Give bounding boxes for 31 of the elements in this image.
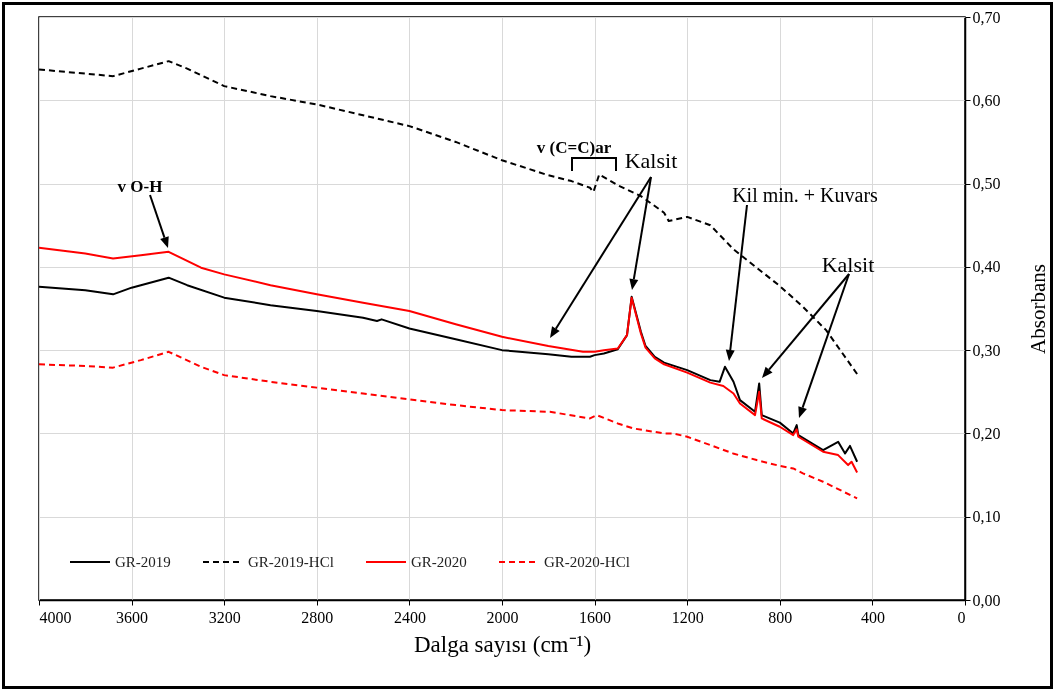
legend-label: GR-2020-HCl <box>544 554 630 570</box>
annotation: Kil min. + Kuvars <box>732 184 879 206</box>
x-tick-label: 3200 <box>208 608 241 626</box>
y-tick-label: 0,20 <box>972 424 1001 442</box>
y-tick-label: 0,40 <box>972 258 1001 276</box>
x-axis-title: Dalga sayısı (cm⁻¹) <box>413 631 592 657</box>
y-axis-title: Absorbans <box>1025 264 1050 354</box>
y-tick-label: 0,60 <box>972 91 1001 109</box>
legend-label: GR-2020 <box>411 554 467 570</box>
x-tick-label: 1600 <box>579 608 612 626</box>
x-tick-label: 400 <box>860 608 885 626</box>
annotation: Kalsit <box>821 252 875 277</box>
annotation: v (C=C)ar <box>536 138 612 157</box>
legend-label: GR-2019-HCl <box>248 554 334 570</box>
x-tick-label: 2800 <box>301 608 334 626</box>
y-tick-label: 0,30 <box>972 341 1001 359</box>
x-tick-label: 3600 <box>116 608 149 626</box>
x-tick-label: 0 <box>957 608 966 626</box>
line-series <box>38 350 859 500</box>
y-tick-label: 0,50 <box>972 175 1001 193</box>
y-tick-label: 0,00 <box>972 591 1001 609</box>
annotation: v O-H <box>117 177 163 196</box>
x-tick-label: 1200 <box>671 608 704 626</box>
x-tick-label: 4000 <box>39 608 72 626</box>
x-tick-label: 800 <box>768 608 793 626</box>
annotation: Kalsit <box>624 148 678 173</box>
legend-label: GR-2019 <box>115 554 171 570</box>
x-tick-label: 2400 <box>393 608 426 626</box>
x-tick-label: 2000 <box>486 608 519 626</box>
y-tick-label: 0,10 <box>972 508 1001 526</box>
y-tick-label: 0,70 <box>972 8 1001 26</box>
